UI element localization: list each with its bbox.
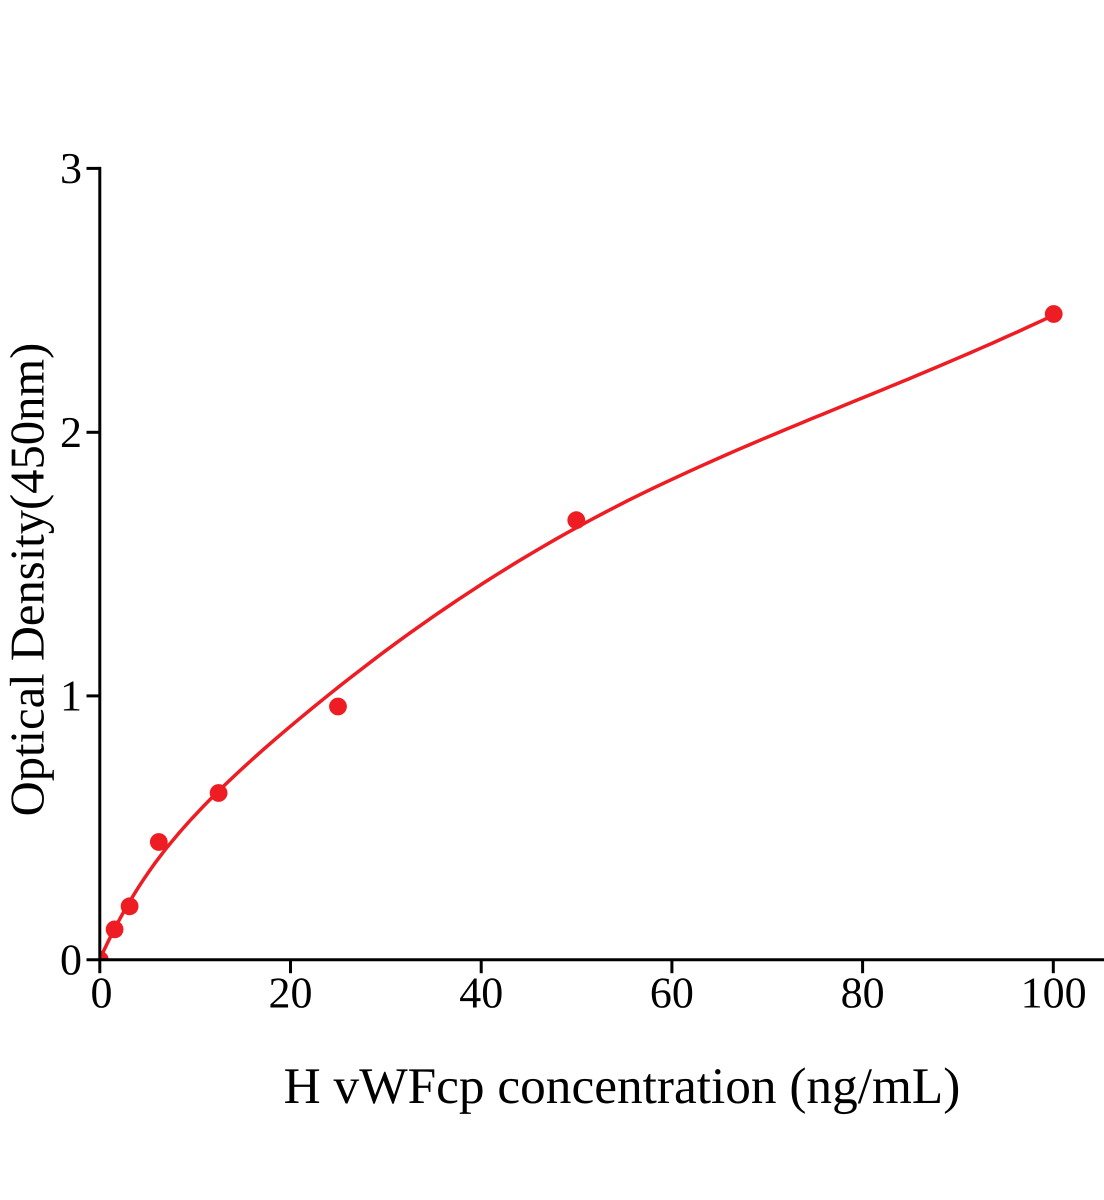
svg-text:40: 40	[459, 968, 503, 1017]
svg-text:2: 2	[60, 408, 82, 457]
svg-text:0: 0	[91, 968, 113, 1017]
svg-text:60: 60	[650, 968, 694, 1017]
svg-text:0: 0	[60, 935, 82, 984]
svg-text:100: 100	[1021, 968, 1087, 1017]
svg-text:20: 20	[269, 968, 313, 1017]
svg-text:Optical Density(450nm): Optical Density(450nm)	[1, 343, 55, 817]
svg-text:80: 80	[841, 968, 885, 1017]
svg-text:1: 1	[60, 671, 82, 720]
svg-text:3: 3	[60, 144, 82, 193]
svg-text:H vWFcp concentration (ng/mL): H vWFcp concentration (ng/mL)	[284, 1058, 961, 1115]
